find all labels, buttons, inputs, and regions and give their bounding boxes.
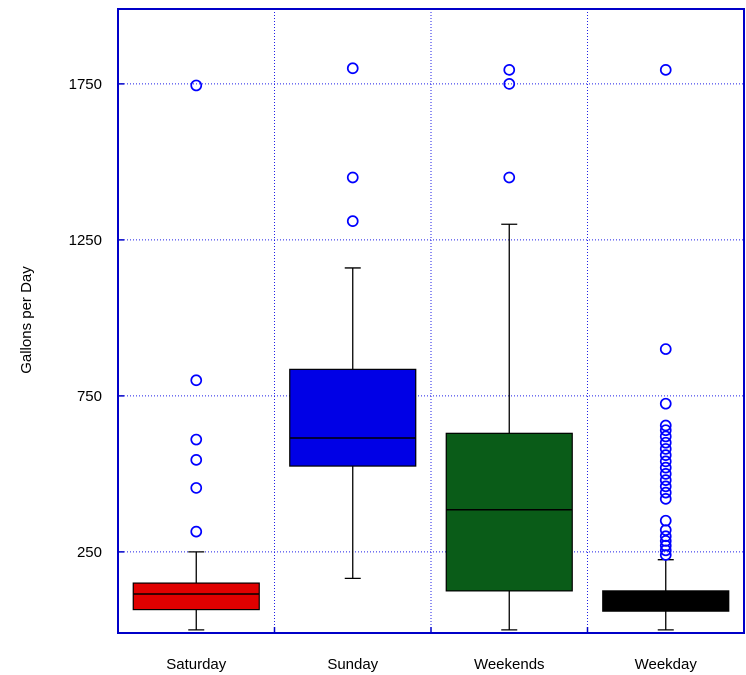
interquartile-box	[445, 432, 573, 592]
y-tick-label: 750	[77, 388, 102, 405]
x-tick-label: Weekends	[474, 656, 545, 673]
outlier-point	[190, 79, 203, 92]
outlier-point	[659, 524, 672, 536]
outlier-point	[659, 436, 672, 449]
box-sunday	[289, 62, 417, 580]
x-tick-label: Saturday	[166, 656, 227, 673]
outlier-point	[659, 455, 672, 468]
outlier-point	[503, 78, 516, 90]
interquartile-box	[602, 590, 730, 612]
y-axis-ticks: 250 750 1250 1750	[69, 76, 124, 561]
outlier-point	[659, 530, 672, 543]
outlier-point	[190, 433, 203, 446]
outlier-point	[659, 486, 672, 499]
outlier-point	[659, 480, 672, 493]
outlier-point	[503, 171, 516, 184]
outlier-point	[659, 443, 672, 455]
outlier-point	[659, 343, 672, 355]
outlier-point	[659, 430, 672, 443]
outlier-point	[503, 63, 516, 76]
outlier-point	[659, 461, 672, 474]
x-tick-label: Sunday	[327, 656, 378, 673]
y-tick-label: 1750	[69, 76, 102, 93]
outlier-point	[659, 449, 672, 462]
outlier-point	[659, 468, 672, 480]
y-tick-label: 250	[77, 544, 102, 561]
outlier-point	[659, 424, 672, 437]
outlier-point	[659, 474, 672, 486]
outlier-point	[346, 62, 359, 75]
y-tick-label: 1250	[69, 232, 102, 249]
grid-lines	[118, 9, 744, 633]
outlier-point	[190, 453, 203, 466]
outlier-point	[190, 374, 203, 387]
x-tick-label: Weekday	[635, 656, 698, 673]
interquartile-box	[289, 368, 417, 467]
outlier-point	[346, 215, 359, 228]
outlier-point	[659, 492, 672, 505]
interquartile-box	[132, 582, 260, 611]
outlier-point	[659, 535, 672, 547]
box-plot-series	[132, 62, 730, 631]
y-axis-label: Gallons per Day	[18, 266, 35, 374]
box-saturday	[132, 79, 260, 631]
outlier-point	[659, 419, 672, 432]
outlier-point	[190, 525, 203, 538]
outlier-point	[659, 514, 672, 527]
box-weekends	[445, 63, 573, 631]
outlier-point	[659, 397, 672, 410]
outlier-point	[659, 63, 672, 76]
x-axis-ticks: Saturday Sunday Weekends Weekday	[166, 627, 697, 673]
outlier-point	[346, 171, 359, 184]
outlier-point	[190, 482, 203, 494]
box-weekday	[602, 63, 730, 631]
